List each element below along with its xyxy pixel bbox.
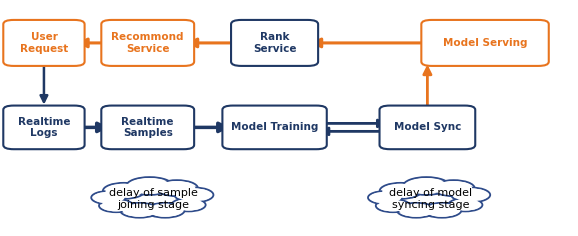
Ellipse shape (156, 180, 198, 196)
Text: Model Serving: Model Serving (443, 38, 527, 48)
Ellipse shape (368, 191, 402, 204)
Text: Model Sync: Model Sync (394, 122, 461, 132)
Ellipse shape (382, 184, 419, 198)
Ellipse shape (103, 183, 145, 199)
FancyBboxPatch shape (101, 105, 194, 149)
FancyBboxPatch shape (421, 20, 549, 66)
Ellipse shape (175, 187, 213, 202)
Ellipse shape (370, 192, 400, 203)
Ellipse shape (454, 188, 488, 201)
Ellipse shape (120, 203, 159, 218)
Ellipse shape (146, 203, 184, 218)
Ellipse shape (423, 203, 461, 218)
Text: Recommond
Service: Recommond Service (112, 32, 184, 54)
Ellipse shape (129, 178, 170, 194)
FancyBboxPatch shape (223, 105, 327, 149)
Ellipse shape (403, 177, 450, 195)
Ellipse shape (99, 199, 134, 212)
Text: Model Training: Model Training (231, 122, 318, 132)
FancyBboxPatch shape (3, 105, 84, 149)
Ellipse shape (123, 204, 157, 217)
Ellipse shape (93, 192, 124, 203)
Text: Realtime
Samples: Realtime Samples (121, 117, 174, 138)
Ellipse shape (99, 199, 134, 212)
Ellipse shape (432, 180, 475, 196)
Ellipse shape (448, 198, 483, 211)
Ellipse shape (451, 187, 490, 202)
Ellipse shape (448, 198, 483, 211)
FancyBboxPatch shape (3, 20, 84, 66)
Ellipse shape (425, 204, 459, 217)
Ellipse shape (403, 177, 450, 195)
Ellipse shape (126, 177, 173, 195)
Ellipse shape (156, 180, 198, 196)
Text: Realtime
Logs: Realtime Logs (18, 117, 70, 138)
Text: delay of sample
joining stage: delay of sample joining stage (109, 188, 198, 210)
Ellipse shape (451, 187, 490, 202)
Ellipse shape (126, 177, 173, 195)
Text: delay of model
syncing stage: delay of model syncing stage (389, 188, 472, 210)
FancyBboxPatch shape (380, 105, 475, 149)
Ellipse shape (103, 183, 145, 199)
Text: Rank
Service: Rank Service (253, 32, 297, 54)
Ellipse shape (148, 204, 182, 217)
Ellipse shape (376, 199, 410, 212)
Ellipse shape (175, 187, 213, 202)
Ellipse shape (91, 191, 125, 204)
Ellipse shape (450, 199, 480, 211)
Ellipse shape (432, 180, 475, 196)
Ellipse shape (172, 198, 206, 211)
Ellipse shape (423, 203, 461, 218)
Ellipse shape (173, 199, 203, 211)
Ellipse shape (368, 191, 402, 204)
Ellipse shape (120, 203, 159, 218)
FancyBboxPatch shape (231, 20, 318, 66)
Ellipse shape (91, 191, 125, 204)
Ellipse shape (376, 199, 410, 212)
Ellipse shape (397, 203, 436, 218)
Ellipse shape (105, 184, 142, 198)
Ellipse shape (406, 178, 447, 194)
Text: User
Request: User Request (20, 32, 68, 54)
Ellipse shape (158, 181, 195, 195)
Ellipse shape (380, 183, 422, 199)
Ellipse shape (399, 204, 434, 217)
Ellipse shape (380, 183, 422, 199)
Ellipse shape (172, 198, 206, 211)
Ellipse shape (397, 203, 436, 218)
Ellipse shape (378, 200, 408, 211)
Ellipse shape (177, 188, 211, 201)
FancyBboxPatch shape (101, 20, 194, 66)
Ellipse shape (146, 203, 184, 218)
Ellipse shape (101, 200, 131, 211)
Ellipse shape (435, 181, 472, 195)
